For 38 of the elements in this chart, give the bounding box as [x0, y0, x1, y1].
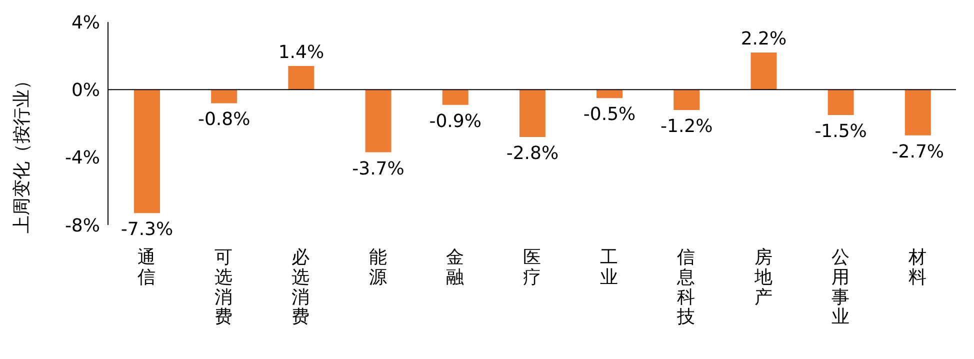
x-tick-label: 材料 — [907, 247, 926, 288]
x-tick-label: 能源 — [368, 247, 387, 288]
data-label: -0.8% — [198, 109, 250, 130]
bar — [519, 90, 546, 138]
data-label: -7.3% — [120, 219, 174, 240]
data-label: -2.8% — [506, 143, 559, 164]
x-tick-label: 可选消费 — [214, 247, 233, 328]
data-label: -0.9% — [429, 110, 482, 132]
x-tick-label: 必选消费 — [292, 247, 310, 328]
bar — [828, 90, 854, 116]
bar — [134, 90, 160, 214]
bar — [288, 66, 314, 90]
x-tick-label: 信息科技 — [676, 247, 696, 328]
y-tick-label: -8% — [64, 215, 100, 236]
y-tick-label: 4% — [71, 12, 100, 34]
data-label: -0.5% — [583, 104, 636, 126]
data-label: -3.7% — [352, 158, 404, 180]
bar — [674, 90, 700, 110]
data-label: -2.7% — [892, 141, 944, 162]
x-tick-label: 通信 — [138, 247, 156, 288]
x-tick-label: 公用事业 — [831, 247, 850, 328]
bar — [365, 90, 392, 152]
data-label: 2.2% — [740, 28, 787, 50]
y-tick-label: 0% — [71, 80, 100, 102]
y-axis-title: 上周变化（按行业） — [11, 72, 32, 234]
x-tick-label: 金融 — [446, 247, 464, 288]
data-label: -1.2% — [660, 116, 713, 137]
x-tick-label: 房地产 — [753, 247, 772, 308]
bar — [750, 52, 777, 90]
data-label: 1.4% — [278, 42, 324, 63]
bar — [904, 90, 931, 136]
x-tick-label: 医疗 — [523, 247, 541, 288]
x-tick-label: 工业 — [600, 247, 618, 288]
data-label: -1.5% — [814, 121, 867, 142]
bar — [211, 90, 238, 104]
bar — [596, 90, 623, 98]
y-tick-label: -4% — [64, 148, 100, 169]
bar — [442, 90, 468, 105]
